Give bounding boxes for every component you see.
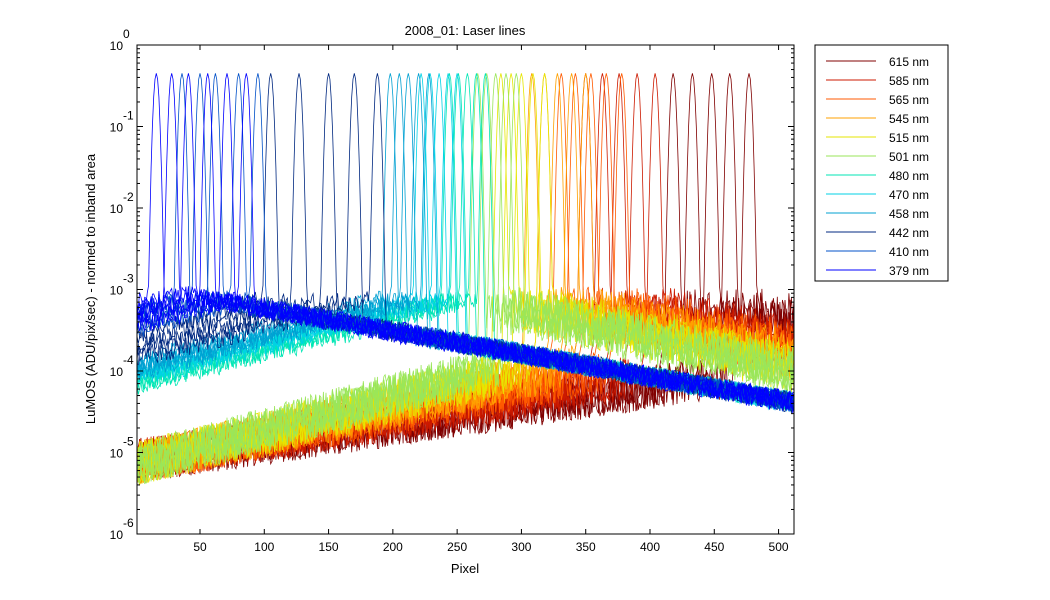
series-line-379-nm [137, 73, 794, 410]
x-tick-label: 350 [576, 540, 596, 554]
y-axis-label: LuMOS (ADU/pix/sec) - normed to inband a… [83, 153, 98, 424]
y-tick-base: 10 [110, 121, 124, 135]
y-tick-base: 10 [110, 365, 124, 379]
legend-label: 545 nm [889, 112, 929, 126]
legend-box [814, 44, 949, 282]
legend-label: 442 nm [889, 226, 929, 240]
legend: 615 nm 585 nm 565 nm 545 nm 515 nm 501 nm 480 … [814, 44, 949, 282]
legend-label: 501 nm [889, 150, 929, 164]
legend-label: 585 nm [889, 74, 929, 88]
x-axis-label: Pixel [451, 561, 479, 576]
y-tick-base: 10 [110, 202, 124, 216]
y-tick-base: 10 [110, 528, 124, 542]
y-tick-exponent: -2 [123, 190, 134, 204]
y-tick-exponent: -4 [123, 353, 134, 367]
x-tick-label: 50 [193, 540, 207, 554]
x-tick-label: 150 [319, 540, 339, 554]
series-line-501-nm [137, 73, 794, 484]
legend-label: 470 nm [889, 188, 929, 202]
y-tick-base: 10 [110, 284, 124, 298]
y-tick-exponent: -6 [123, 516, 134, 530]
x-tick-label: 450 [704, 540, 724, 554]
y-tick-exponent: -3 [123, 272, 134, 286]
y-tick-exponent: 0 [123, 27, 130, 41]
legend-label: 480 nm [889, 169, 929, 183]
y-tick-base: 10 [110, 447, 124, 461]
x-tick-label: 300 [511, 540, 531, 554]
x-tick-label: 200 [383, 540, 403, 554]
x-tick-label: 100 [254, 540, 274, 554]
x-tick-label: 250 [447, 540, 467, 554]
legend-items: 615 nm 585 nm 565 nm 545 nm 515 nm 501 nm 480 … [826, 55, 929, 278]
series-line-501-nm [137, 73, 794, 485]
x-tick-label: 400 [640, 540, 660, 554]
x-axis: 50 100 150 200 250 300 350 400 450 500 [193, 45, 789, 554]
chart-title: 2008_01: Laser lines [405, 23, 526, 38]
series-line-379-nm [137, 73, 794, 410]
series-line-379-nm [137, 73, 794, 411]
legend-label: 410 nm [889, 245, 929, 259]
series-layer [137, 73, 794, 486]
series-line-379-nm [137, 73, 794, 414]
legend-label: 379 nm [889, 264, 929, 278]
y-tick-base: 10 [110, 39, 124, 53]
y-tick-exponent: -1 [123, 109, 134, 123]
legend-label: 565 nm [889, 93, 929, 107]
x-tick-label: 500 [769, 540, 789, 554]
legend-label: 458 nm [889, 207, 929, 221]
legend-label: 615 nm [889, 55, 929, 69]
legend-label: 515 nm [889, 131, 929, 145]
y-tick-exponent: -5 [123, 435, 134, 449]
